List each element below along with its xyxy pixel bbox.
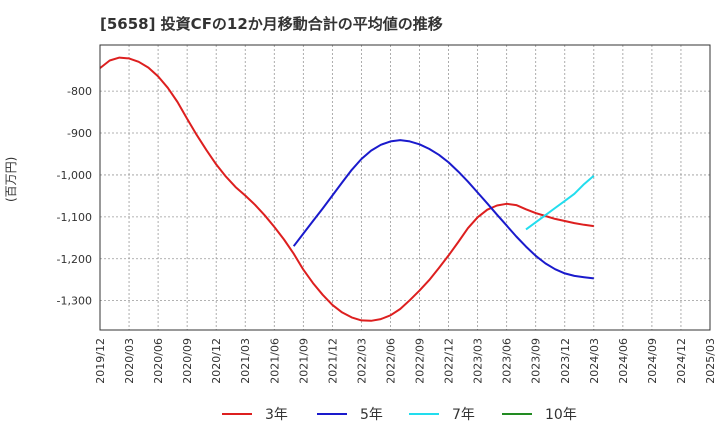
x-tick-label: 2020/12 <box>210 338 223 384</box>
y-tick-label: -1,300 <box>57 295 92 308</box>
x-tick-label: 2022/12 <box>443 338 456 384</box>
plot-border <box>99 44 711 331</box>
y-tick-label: -1,200 <box>57 253 92 266</box>
chart-title: [5658] 投資CFの12か月移動合計の平均値の推移 <box>100 15 443 33</box>
series-line <box>292 139 594 280</box>
x-tick-label: 2023/12 <box>559 338 572 384</box>
x-tick-label: 2024/09 <box>646 338 659 384</box>
y-tick-label: -1,100 <box>57 211 92 224</box>
series-lines <box>99 56 595 322</box>
x-tick-label: 2021/09 <box>297 338 310 384</box>
x-tick-label: 2024/06 <box>617 338 630 384</box>
x-tick-label: 2019/12 <box>94 338 107 384</box>
legend-label: 7年 <box>452 407 475 423</box>
x-tick-label: 2023/03 <box>472 338 485 384</box>
y-tick-label: -900 <box>67 127 92 140</box>
x-tick-label: 2022/06 <box>384 338 397 384</box>
x-tick-labels: 2019/12 2020/03 2020/06 2020/09 2020/12 2021/… <box>94 338 717 384</box>
y-tick-label: -800 <box>67 85 92 98</box>
x-tick-label: 2023/06 <box>501 338 514 384</box>
series-line <box>99 56 594 322</box>
legend-label: 3年 <box>265 407 288 423</box>
x-tick-label: 2020/06 <box>152 338 165 384</box>
x-tick-label: 2022/09 <box>414 338 427 384</box>
y-tick-label: -1,000 <box>57 169 92 182</box>
y-tick-labels: -800 -900 -1,000 -1,100 -1,200 -1,300 <box>57 85 92 308</box>
legend: 3年 5年 7年 10年 <box>222 407 577 423</box>
grid-lines <box>99 45 711 330</box>
x-tick-label: 2021/06 <box>268 338 281 384</box>
x-tick-label: 2024/12 <box>675 338 688 384</box>
x-tick-label: 2020/09 <box>181 338 194 384</box>
x-tick-label: 2021/03 <box>239 338 252 384</box>
x-tick-label: 2020/03 <box>123 338 136 384</box>
x-tick-label: 2023/09 <box>530 338 543 384</box>
series-line <box>525 175 595 231</box>
x-tick-label: 2021/12 <box>326 338 339 384</box>
x-tick-label: 2024/03 <box>588 338 601 384</box>
x-tick-label: 2022/03 <box>355 338 368 384</box>
legend-label: 5年 <box>360 407 383 423</box>
x-tick-label: 2025/03 <box>704 338 717 384</box>
legend-label: 10年 <box>545 407 577 423</box>
